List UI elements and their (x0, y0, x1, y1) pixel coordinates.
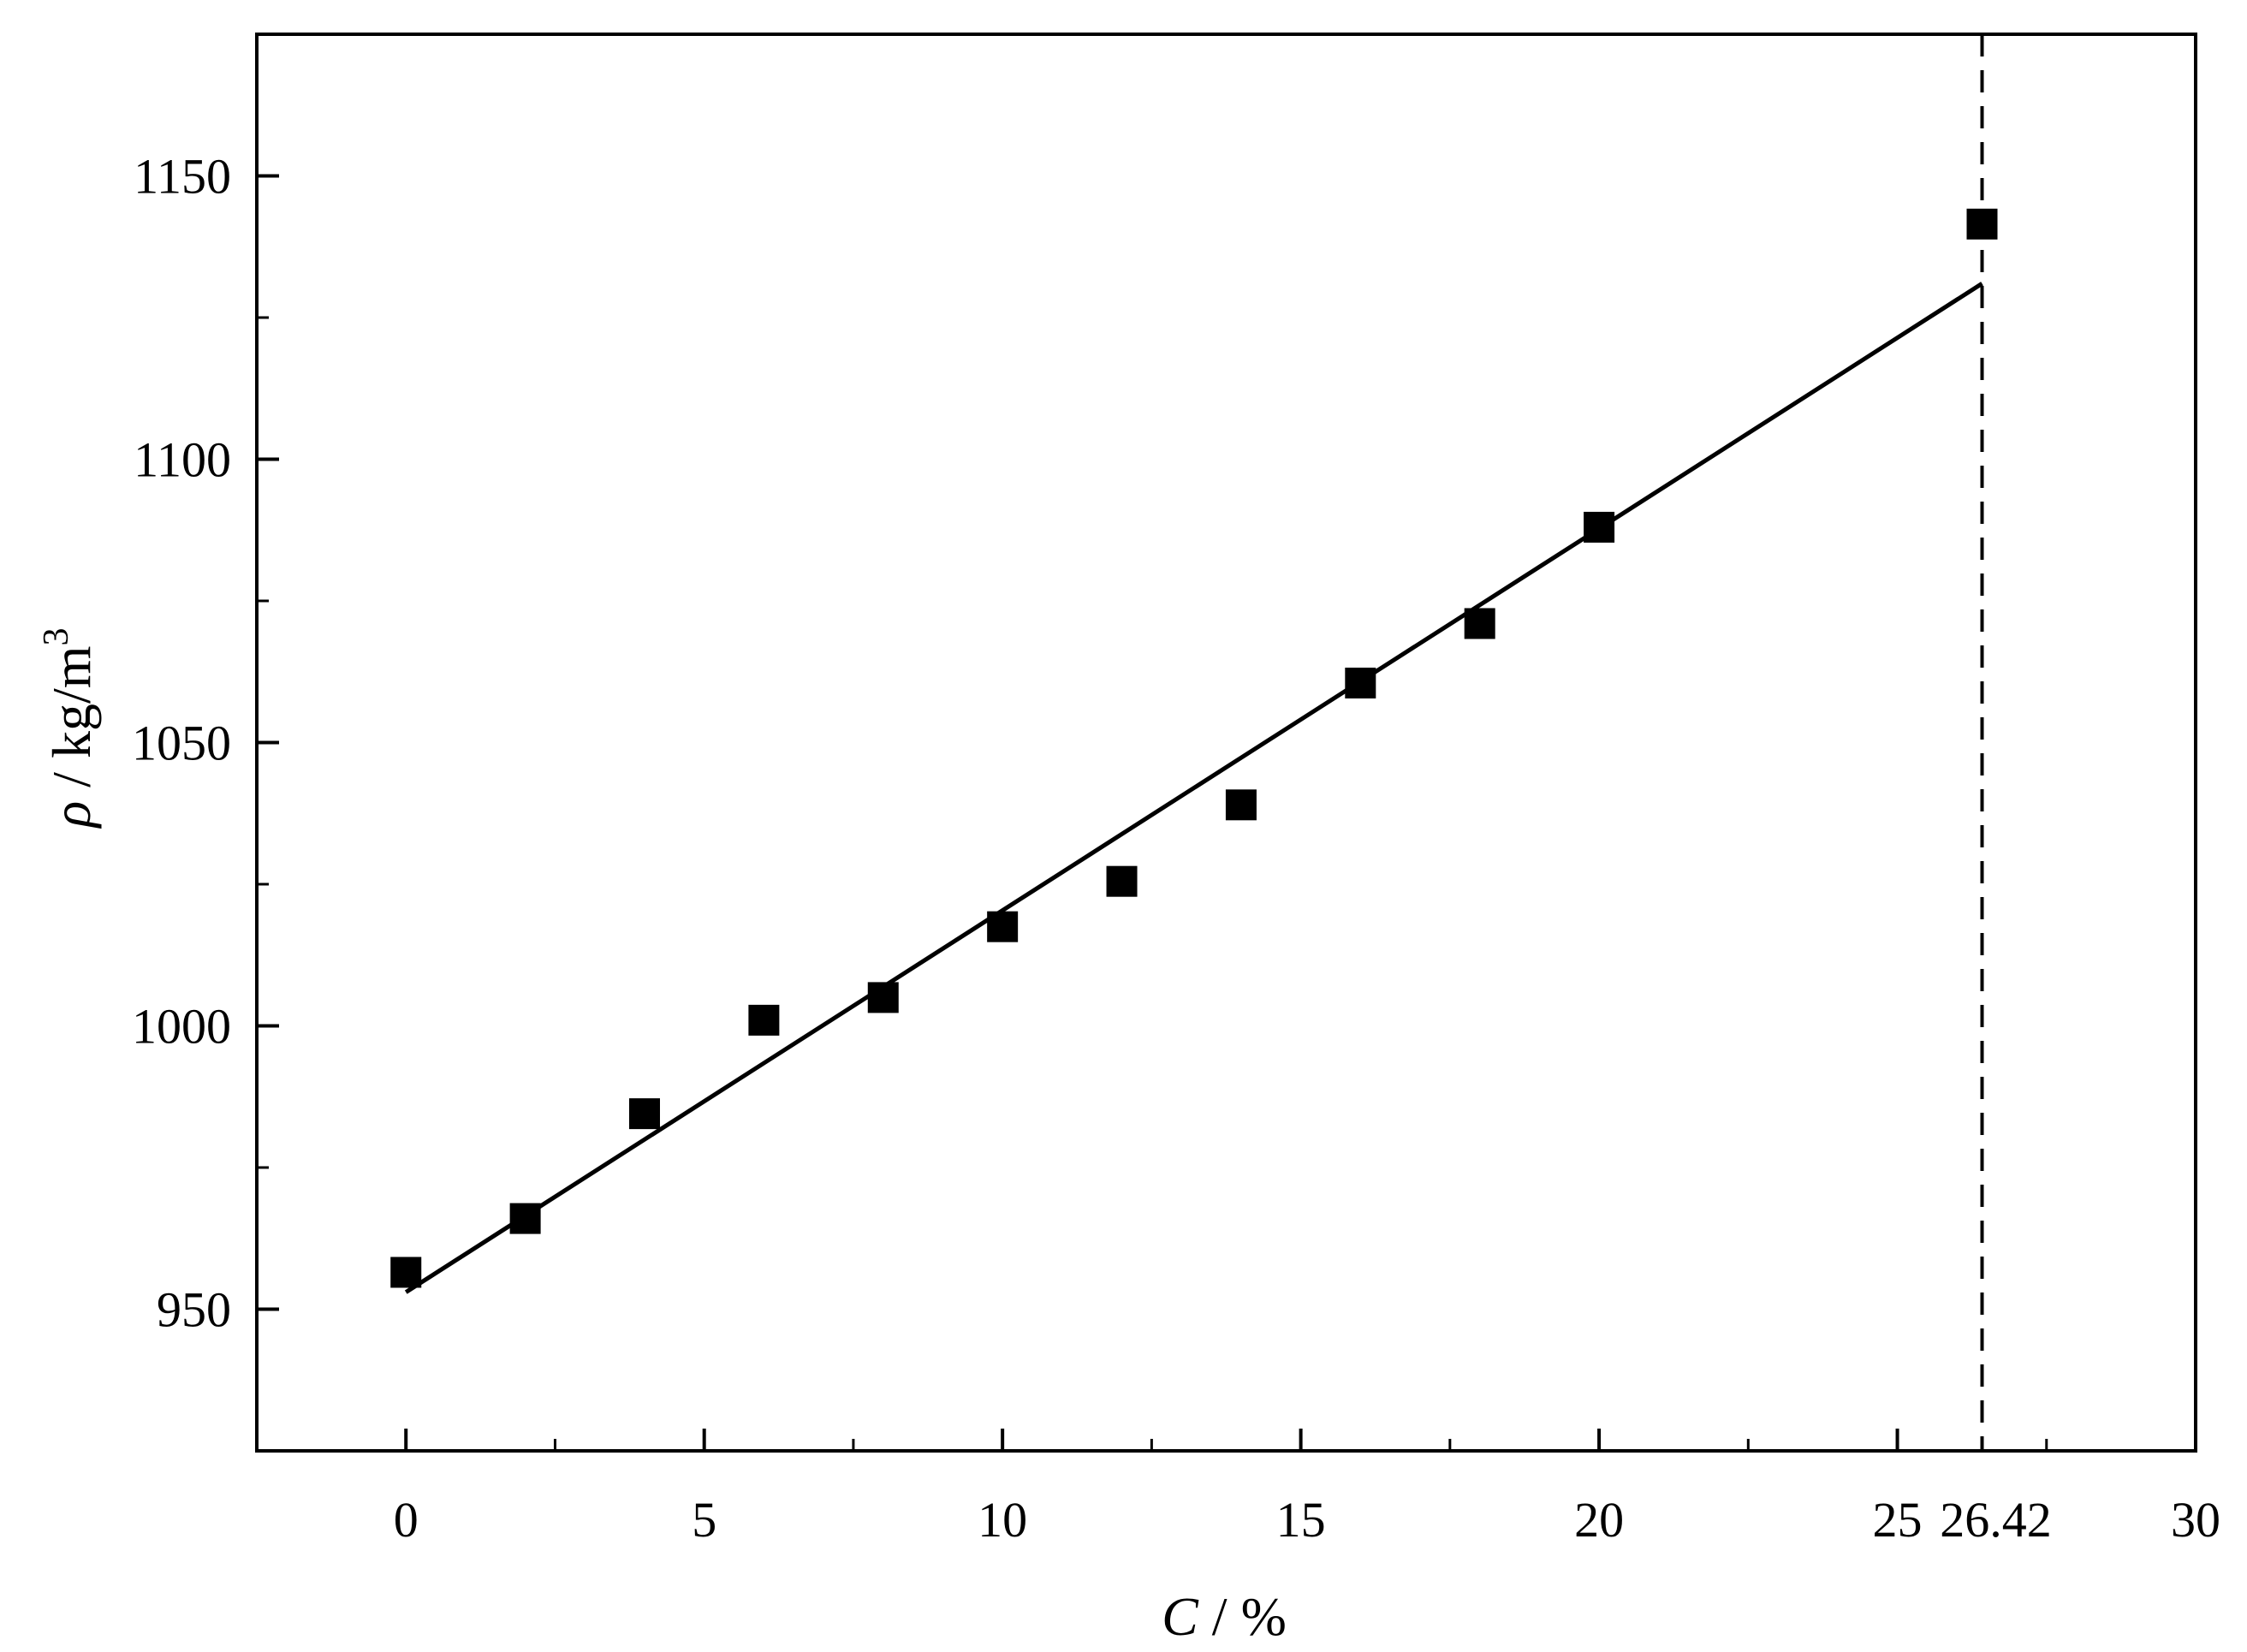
x-tick-label: 30 (2171, 1492, 2220, 1548)
linear-fit-line (404, 282, 1983, 1294)
points-layer (390, 208, 1998, 1288)
labels-layer: 0 5 10 15 20 25 30 950 1000 1050 1100 1150 26.42 (132, 149, 2220, 1548)
x-tick-label: 25 (1873, 1492, 1923, 1548)
y-tick-label: 1000 (132, 999, 231, 1055)
y-axis-unit: / kg/m (41, 645, 102, 800)
x-axis-title: C / % (1162, 1586, 1287, 1647)
data-point (390, 1257, 422, 1288)
y-axis-unit-exponent: 3 (37, 627, 76, 645)
x-tick-label: 0 (394, 1492, 419, 1548)
data-point (1106, 865, 1138, 897)
data-point (1225, 789, 1257, 821)
data-point (1966, 208, 1998, 240)
y-tick-label: 1050 (132, 716, 231, 771)
x-axis-unit: / % (1198, 1586, 1287, 1647)
data-point (629, 1098, 660, 1130)
data-point (867, 982, 899, 1013)
y-tick-label: 1100 (134, 432, 231, 488)
x-tick-label: 20 (1574, 1492, 1624, 1548)
x-tick-label: 5 (692, 1492, 716, 1548)
y-tick-label: 950 (157, 1282, 231, 1338)
data-point (1584, 511, 1615, 543)
data-point (1345, 667, 1376, 698)
y-axis-title: ρ / kg/m3 (37, 627, 102, 829)
data-point (748, 1004, 780, 1036)
reference-line-label: 26.42 (1940, 1492, 2052, 1548)
data-point (509, 1203, 541, 1234)
x-tick-label: 10 (978, 1492, 1027, 1548)
ticks-layer (257, 174, 2197, 1451)
y-axis-variable: ρ (41, 801, 102, 829)
axes-layer (255, 33, 2197, 1453)
x-tick-label: 15 (1276, 1492, 1326, 1548)
x-axis-variable: C (1162, 1586, 1199, 1647)
data-point (987, 911, 1019, 942)
data-point (1464, 608, 1495, 639)
y-tick-label: 1150 (134, 149, 231, 205)
plot-frame (255, 33, 2197, 1453)
lines-layer (404, 34, 1984, 1451)
